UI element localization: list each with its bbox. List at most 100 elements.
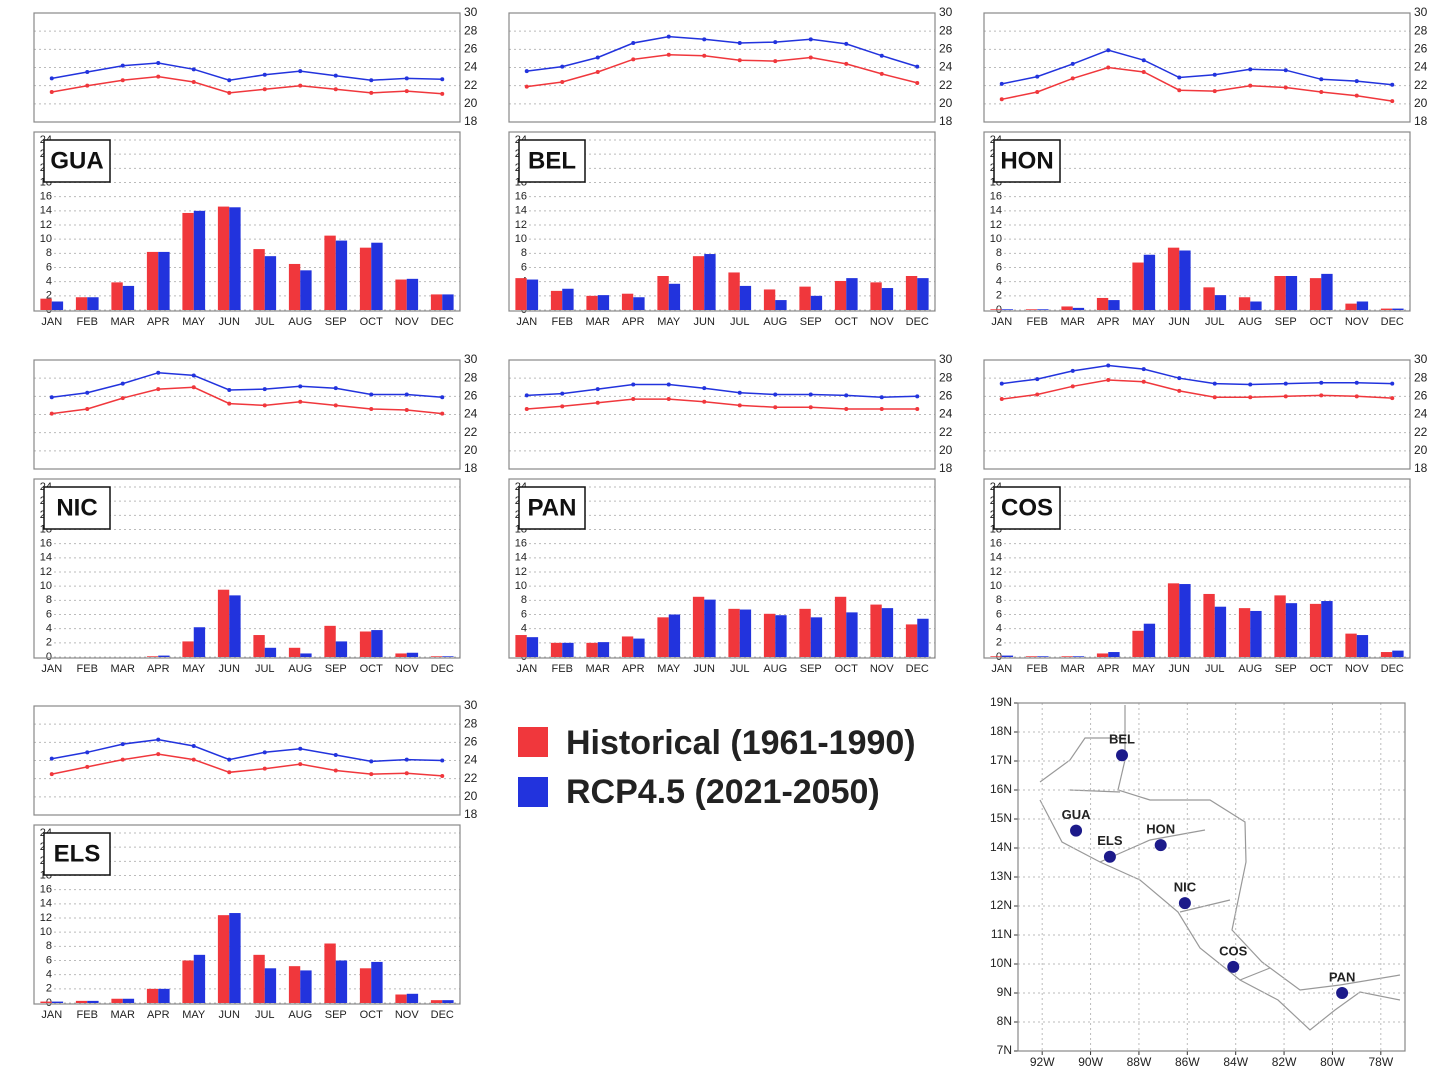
- point: [298, 83, 303, 88]
- point: [666, 34, 671, 39]
- x-tick-label: APR: [147, 1009, 170, 1021]
- bar: [846, 612, 858, 657]
- bar: [1167, 583, 1180, 657]
- point: [227, 90, 232, 95]
- x-tick-label: JUL: [255, 663, 275, 675]
- point: [49, 76, 54, 81]
- y-tick-label: 30: [464, 5, 478, 19]
- y-tick-label: 18: [939, 114, 953, 128]
- bar: [1132, 630, 1144, 657]
- y-tick-label: 30: [464, 698, 478, 712]
- bar: [562, 642, 574, 657]
- x-tick-label: APR: [1097, 316, 1120, 328]
- point: [999, 397, 1004, 402]
- plot-frame: [508, 478, 936, 659]
- line: [1001, 379, 1393, 400]
- x-tick-label: DEC: [906, 316, 929, 328]
- bar: [406, 652, 419, 657]
- bar: [1345, 303, 1357, 310]
- point: [1177, 376, 1182, 381]
- y-tick-label: 11N: [991, 927, 1012, 941]
- x-tick-label: SEP: [325, 1009, 347, 1021]
- point: [404, 76, 409, 81]
- point: [808, 392, 813, 397]
- bar: [264, 968, 277, 1003]
- station-label: HON: [1146, 822, 1175, 837]
- bar: [810, 295, 823, 310]
- x-tick-label: NOV: [395, 316, 420, 328]
- line: [1001, 66, 1393, 102]
- y-tick-label: 12: [990, 566, 1002, 578]
- point: [1248, 382, 1253, 387]
- bar: [1392, 650, 1404, 657]
- y-tick-label: 28: [1414, 370, 1428, 384]
- x-tick-label: DEC: [431, 663, 454, 675]
- x-tick-label: SEP: [325, 316, 347, 328]
- bar: [324, 235, 336, 310]
- station-label: GUA: [1062, 807, 1092, 822]
- bar: [728, 272, 740, 310]
- bar: [288, 263, 301, 310]
- point: [737, 403, 742, 408]
- panel-title: HON: [1000, 147, 1053, 174]
- point: [120, 742, 125, 747]
- title-box: [993, 139, 1061, 183]
- bar: [75, 297, 88, 310]
- y-tick-label: 22: [1414, 425, 1428, 439]
- bar: [633, 638, 645, 657]
- point: [915, 407, 920, 412]
- line: [526, 54, 918, 88]
- point: [1106, 65, 1111, 70]
- bar: [775, 300, 787, 310]
- station-label: COS: [1219, 943, 1248, 958]
- x-tick-label: JUL: [255, 1009, 275, 1021]
- point: [1141, 379, 1146, 384]
- x-tick-label: MAR: [586, 663, 611, 675]
- bar: [359, 631, 372, 657]
- bar: [1309, 603, 1322, 657]
- y-tick-label: 28: [464, 23, 478, 37]
- x-tick-label: NOV: [1345, 663, 1370, 675]
- bar: [253, 635, 265, 657]
- point: [1106, 48, 1111, 53]
- y-tick-label: 22: [464, 78, 478, 92]
- bar: [406, 993, 419, 1003]
- y-tick-label: 16: [40, 884, 52, 896]
- bar: [657, 276, 669, 310]
- bar: [371, 242, 383, 310]
- point: [333, 87, 338, 92]
- x-tick-label: NOV: [870, 316, 895, 328]
- point: [404, 89, 409, 94]
- y-tick-label: 26: [939, 42, 953, 56]
- y-tick-label: 0: [46, 651, 52, 663]
- point: [85, 390, 90, 395]
- bar: [550, 290, 563, 310]
- x-tick-label: FEB: [1027, 663, 1048, 675]
- station: [1070, 824, 1083, 837]
- x-tick-label: APR: [147, 663, 170, 675]
- bar: [799, 286, 811, 310]
- point: [1283, 394, 1288, 399]
- bar: [1356, 301, 1369, 310]
- bar: [1025, 656, 1038, 657]
- point: [560, 391, 565, 396]
- point: [524, 407, 529, 412]
- point: [1035, 74, 1040, 79]
- bar: [324, 625, 336, 657]
- point: [1354, 79, 1359, 84]
- x-tick-label: SEP: [1275, 663, 1297, 675]
- point: [773, 392, 778, 397]
- y-tick-label: 28: [939, 370, 953, 384]
- point: [85, 407, 90, 412]
- point: [191, 80, 196, 85]
- bar: [917, 278, 929, 310]
- plot-frame: [33, 12, 461, 123]
- bar: [834, 280, 847, 310]
- point: [1070, 61, 1075, 66]
- line: [51, 738, 443, 763]
- y-tick-label: 10: [515, 580, 527, 592]
- point: [808, 37, 813, 42]
- bar: [395, 994, 407, 1003]
- bar: [1001, 655, 1014, 657]
